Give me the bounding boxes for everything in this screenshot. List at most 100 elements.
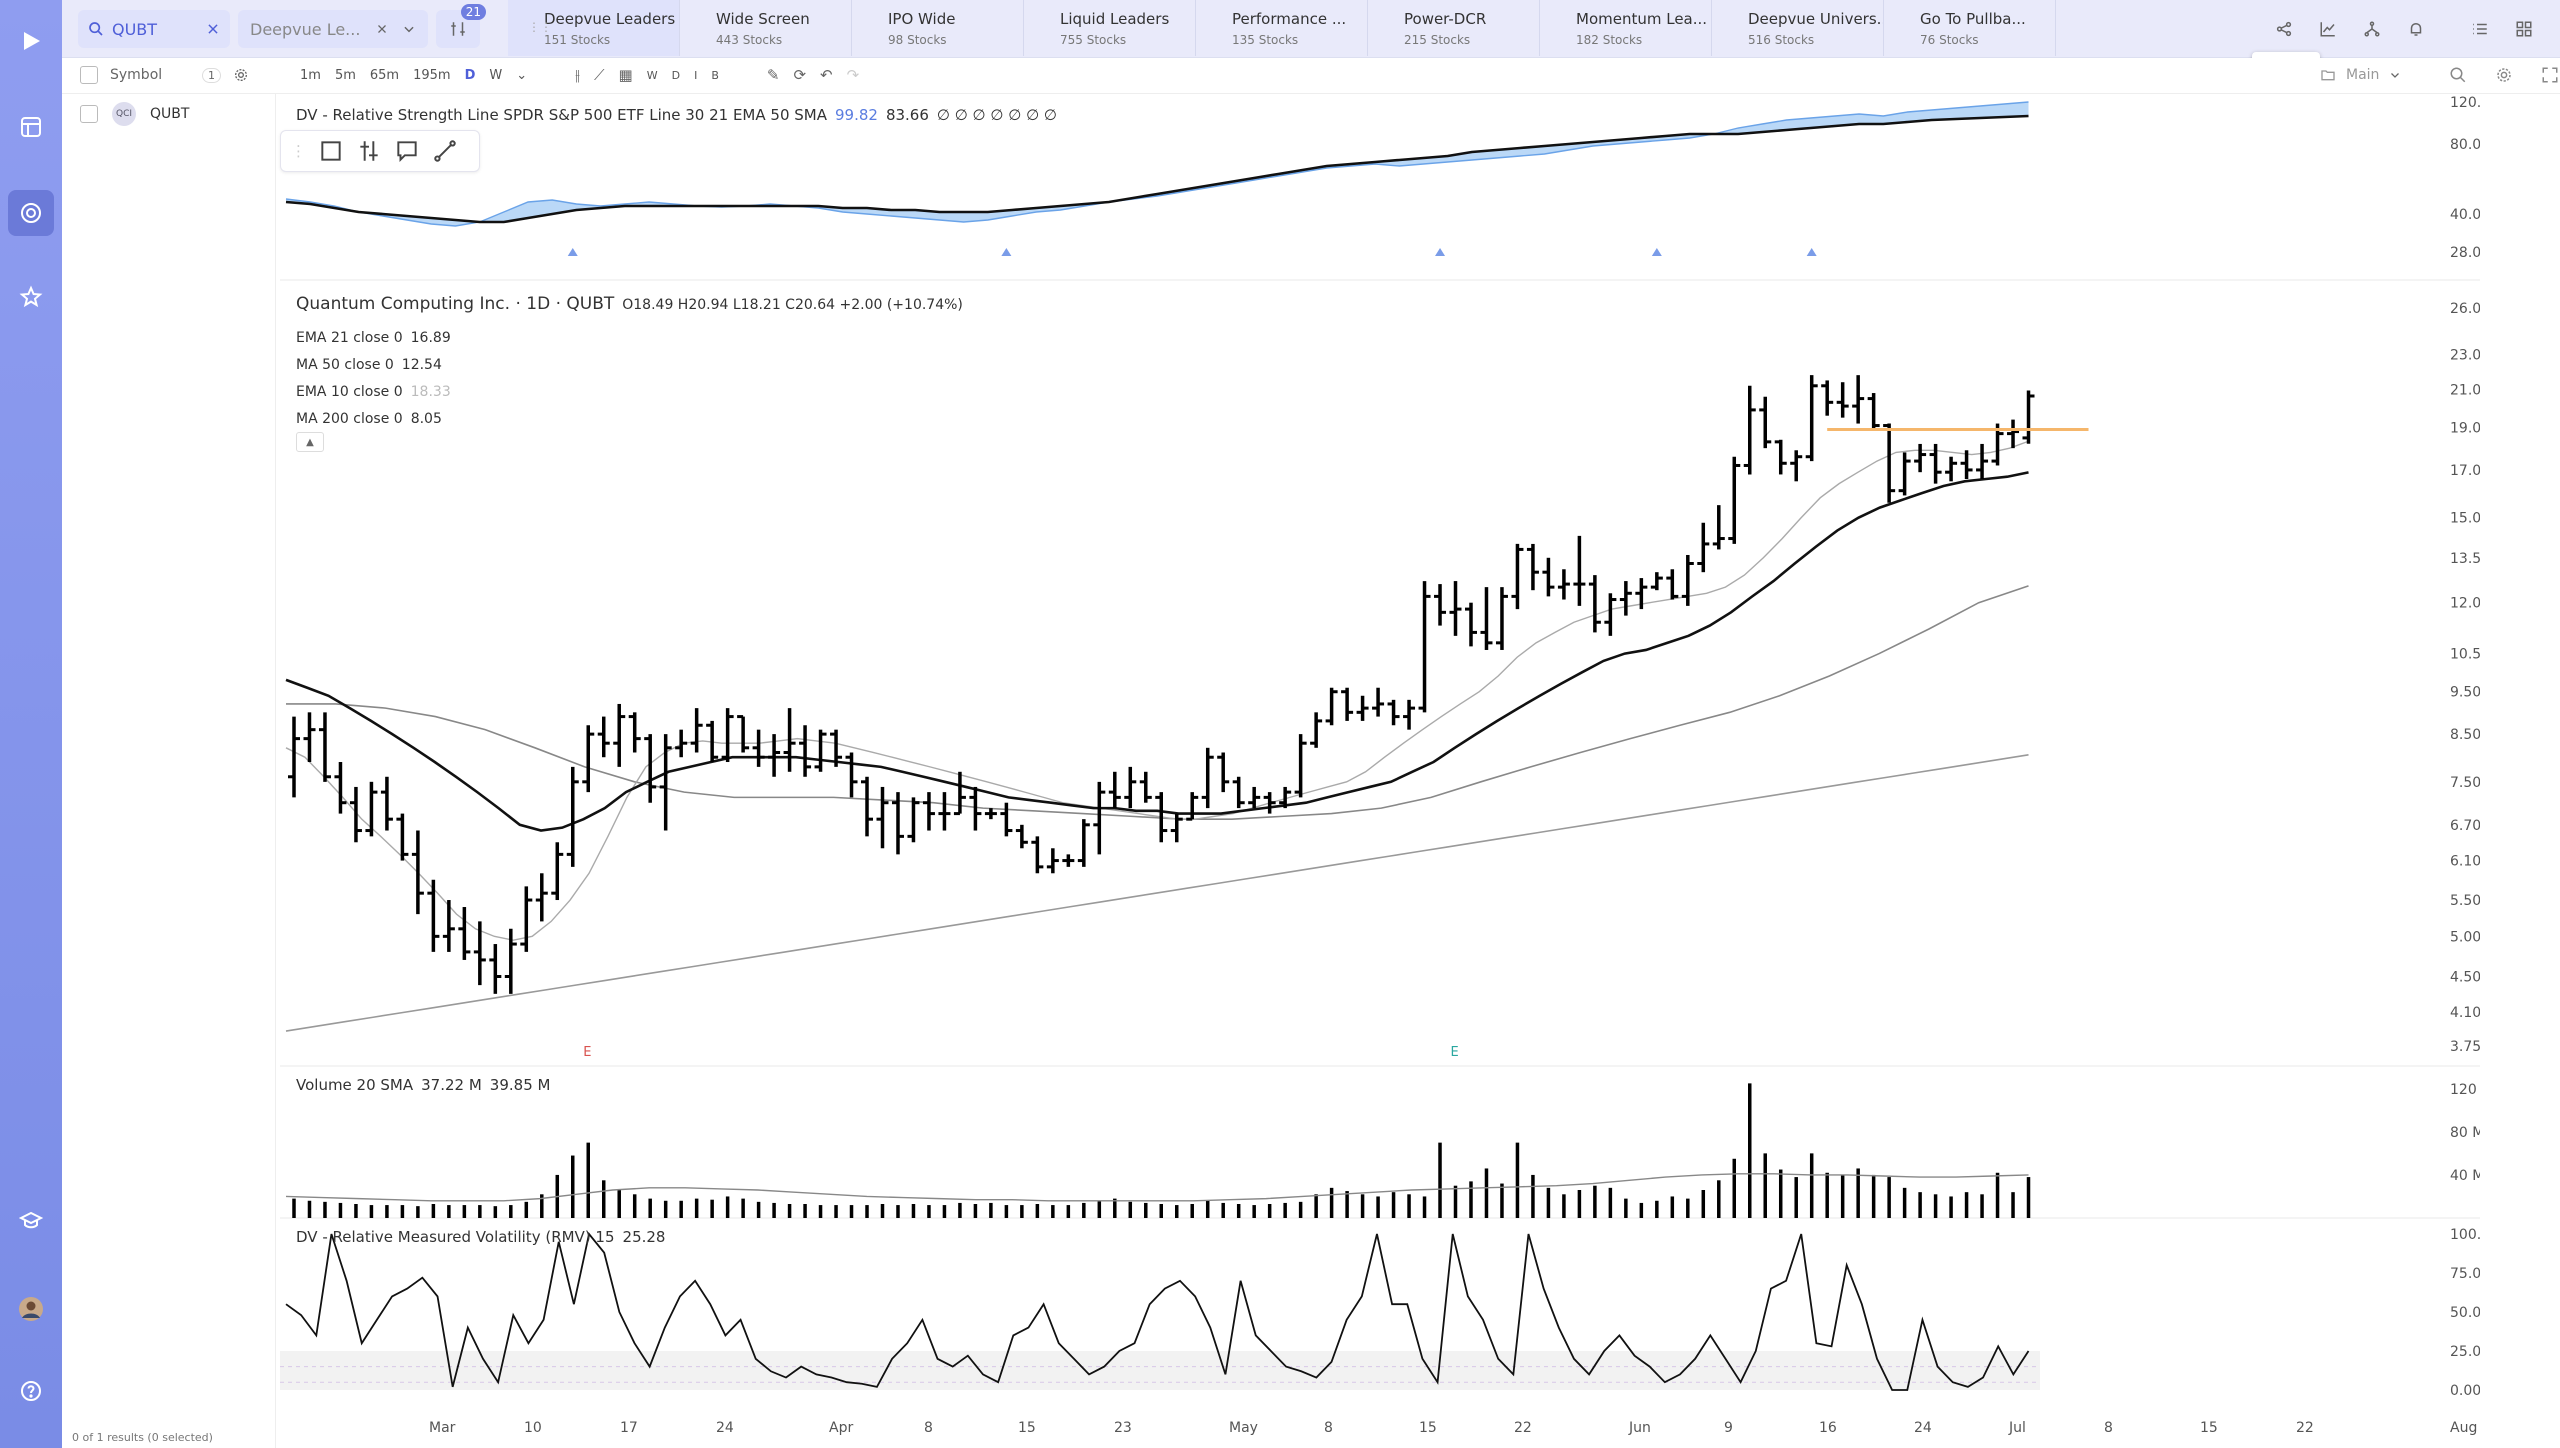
indicator-3[interactable]: MA 200 close 0 8.05 — [296, 411, 442, 427]
chart-area[interactable]: E E 26.00 23.00 21.00 19.00 17.00 15.00 13.50 12.… — [280, 94, 2480, 1448]
symbol-header-label: Symbol — [110, 67, 163, 83]
dashboard-icon[interactable] — [8, 104, 54, 150]
tab-3[interactable]: Liquid Leaders 755 Stocks — [1024, 0, 1196, 56]
rs-new-high-marker — [1435, 248, 1446, 256]
redo-icon[interactable]: ↷ — [846, 66, 860, 84]
tab-6[interactable]: Momentum Lea... 182 Stocks — [1540, 0, 1712, 56]
close-icon[interactable] — [376, 23, 388, 35]
interval-65m[interactable]: 65m — [369, 67, 400, 83]
price-pane-title: Quantum Computing Inc. · 1D · QUBT O18.49… — [296, 294, 963, 314]
collapse-legend-button[interactable]: ▲ — [296, 432, 324, 452]
interval-195m[interactable]: 195m — [413, 67, 451, 83]
symbol-sidebar: QCI QUBT 0 of 1 results (0 selected) — [62, 94, 276, 1448]
symbol-checkbox[interactable] — [80, 105, 98, 123]
ema10-line — [285, 440, 2029, 941]
note-tool-icon[interactable] — [394, 138, 420, 164]
undo-icon[interactable]: ↶ — [820, 66, 833, 84]
filter-button[interactable]: 21 — [436, 4, 486, 48]
chart-type-D[interactable]: D — [671, 68, 681, 82]
search-icon — [89, 22, 103, 36]
indicators-icon[interactable]: ⫲ — [575, 66, 581, 84]
symbol-ticker[interactable]: QUBT — [150, 106, 190, 122]
tab-7[interactable]: Deepvue Univers... 516 Stocks — [1712, 0, 1884, 56]
x-axis-label: 10 — [524, 1420, 542, 1436]
tab-count: 755 Stocks — [1060, 33, 1127, 47]
price-axis-label: 17.00 — [2450, 463, 2480, 479]
export-button[interactable] — [2262, 14, 2306, 44]
indicator-2[interactable]: EMA 10 close 0 18.33 — [296, 384, 451, 400]
rectangle-tool-icon[interactable] — [318, 138, 344, 164]
compare-icon[interactable]: ⟋ — [594, 66, 605, 84]
volume-axis-label: 120 M — [2450, 1082, 2480, 1098]
rmv-value: 25.28 — [622, 1228, 666, 1246]
search-input[interactable]: QUBT — [112, 19, 158, 39]
price-axis-label: 23.00 — [2450, 348, 2480, 364]
pencil-icon[interactable]: ✎ — [766, 66, 780, 84]
indicator-label: MA 50 close 0 — [296, 357, 394, 373]
learn-icon[interactable] — [8, 1198, 54, 1244]
tab-name: Momentum Lea... — [1576, 10, 1708, 28]
chart-toolbar — [62, 58, 2560, 94]
chart-type-B[interactable]: B — [711, 68, 719, 82]
tab-0[interactable]: ⋮⋮ Deepvue Leaders 151 Stocks — [508, 0, 680, 56]
volume-value-2: 39.85 M — [489, 1076, 551, 1094]
watchlist-select[interactable]: Deepvue Le... — [238, 10, 428, 48]
right-toolbar — [2262, 14, 2546, 44]
tab-4[interactable]: Performance ... 135 Stocks — [1196, 0, 1368, 56]
tab-name: Performance ... — [1232, 10, 1347, 28]
share-icon — [2276, 21, 2292, 37]
filter-icon — [451, 22, 465, 36]
user-avatar[interactable] — [8, 1286, 54, 1332]
measure-tool-icon[interactable] — [356, 138, 382, 164]
symbol-search[interactable]: QUBT — [78, 10, 230, 48]
interval-W[interactable]: W — [489, 67, 503, 83]
interval-5m[interactable]: 5m — [334, 67, 356, 83]
indicator-value: 8.05 — [410, 411, 442, 427]
tab-2[interactable]: IPO Wide 98 Stocks — [852, 0, 1024, 56]
alerts-button[interactable] — [2394, 14, 2438, 44]
gear-icon[interactable] — [233, 67, 249, 83]
tab-count: 151 Stocks — [544, 33, 611, 47]
interval-1m[interactable]: 1m — [300, 67, 321, 83]
rmv-low-zone — [280, 1351, 2040, 1390]
layout-selector[interactable]: Main — [2320, 66, 2559, 84]
symbol-row[interactable]: QCI QUBT — [80, 102, 189, 126]
chart-type-I[interactable]: I — [694, 68, 698, 82]
grid-view-button[interactable] — [2502, 14, 2546, 44]
drag-handle-icon[interactable]: ⋮ — [291, 142, 306, 160]
x-axis-label: 8 — [924, 1420, 933, 1436]
help-icon[interactable] — [8, 1368, 54, 1414]
interval-D[interactable]: D — [464, 67, 476, 83]
clear-icon[interactable] — [206, 22, 220, 36]
x-axis-label: 15 — [2200, 1420, 2218, 1436]
play-logo-icon[interactable] — [8, 18, 54, 64]
x-axis-label: 15 — [1419, 1420, 1437, 1436]
trendline-tool-icon[interactable] — [432, 138, 458, 164]
tab-1[interactable]: Wide Screen 443 Stocks — [680, 0, 852, 56]
select-all-checkbox[interactable] — [80, 66, 98, 84]
favorites-icon[interactable] — [8, 274, 54, 320]
rs-axis-label: 28.00 — [2450, 245, 2480, 261]
price-axis-label: 13.50 — [2450, 551, 2480, 567]
layout-icon[interactable]: ▦ — [618, 66, 633, 84]
fullscreen-icon[interactable] — [2541, 66, 2559, 84]
interval-more-icon[interactable]: ⌄ — [516, 67, 528, 83]
filter-badge: 21 — [460, 4, 486, 20]
tab-count: 76 Stocks — [1920, 33, 1979, 47]
screener-icon[interactable] — [8, 190, 54, 236]
zoom-icon[interactable] — [2449, 66, 2467, 84]
tab-5[interactable]: Power-DCR 215 Stocks — [1368, 0, 1540, 56]
indicator-1[interactable]: MA 50 close 0 12.54 — [296, 357, 442, 373]
chart-type-W[interactable]: W — [646, 68, 658, 82]
indicator-0[interactable]: EMA 21 close 0 16.89 — [296, 330, 451, 346]
drag-handle-icon[interactable]: ⋮⋮ — [528, 20, 552, 34]
price-axis-label: 3.75 — [2450, 1039, 2480, 1055]
chart-compare-button[interactable] — [2306, 14, 2350, 44]
tab-8[interactable]: Go To Pullba... 76 Stocks — [1884, 0, 2056, 56]
settings-icon[interactable] — [2495, 66, 2513, 84]
price-chart[interactable]: E E 26.00 23.00 21.00 19.00 17.00 15.00 13.50 12.… — [280, 94, 2480, 1448]
network-button[interactable] — [2350, 14, 2394, 44]
list-view-button[interactable] — [2458, 14, 2502, 44]
refresh-icon[interactable]: ⟳ — [793, 66, 807, 84]
